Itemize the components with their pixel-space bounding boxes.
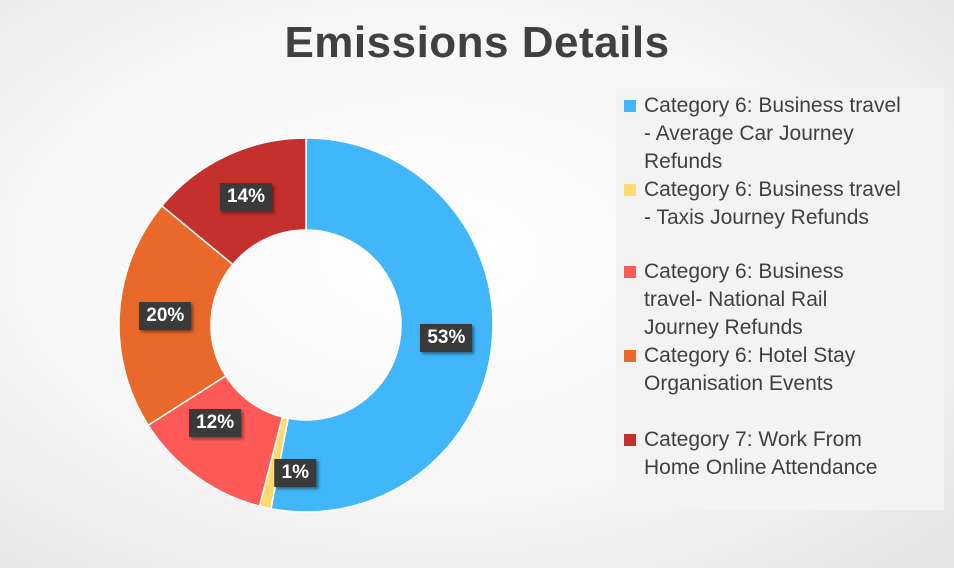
chart-title: Emissions Details [284, 18, 670, 67]
data-label-hotel: 20% [139, 302, 192, 331]
legend-entry-car: Category 6: Business travel - Average Ca… [624, 92, 942, 176]
data-label-wfh: 14% [219, 183, 272, 212]
legend-swatch-hotel [624, 350, 636, 362]
legend-entry-taxis: Category 6: Business travel - Taxis Jour… [624, 176, 942, 232]
data-label-rail: 12% [189, 409, 242, 438]
donut-slice-car [270, 137, 494, 513]
legend-swatch-car [624, 100, 636, 112]
chart-legend: Category 6: Business travel - Average Ca… [616, 88, 944, 510]
legend-label-hotel: Category 6: Hotel Stay Organisation Even… [644, 344, 856, 395]
legend-entry-rail: Category 6: Business travel- National Ra… [624, 258, 942, 342]
legend-label-car: Category 6: Business travel - Average Ca… [644, 94, 901, 173]
legend-label-wfh: Category 7: Work From Home Online Attend… [644, 428, 878, 479]
data-label-car: 53% [420, 324, 473, 353]
legend-label-rail: Category 6: Business travel- National Ra… [644, 260, 844, 339]
data-label-taxis: 1% [274, 458, 316, 487]
legend-swatch-wfh [624, 434, 636, 446]
legend-entry-wfh: Category 7: Work From Home Online Attend… [624, 426, 942, 482]
legend-swatch-taxis [624, 184, 636, 196]
legend-entry-hotel: Category 6: Hotel Stay Organisation Even… [624, 342, 942, 398]
legend-swatch-rail [624, 266, 636, 278]
legend-label-taxis: Category 6: Business travel - Taxis Jour… [644, 178, 901, 229]
